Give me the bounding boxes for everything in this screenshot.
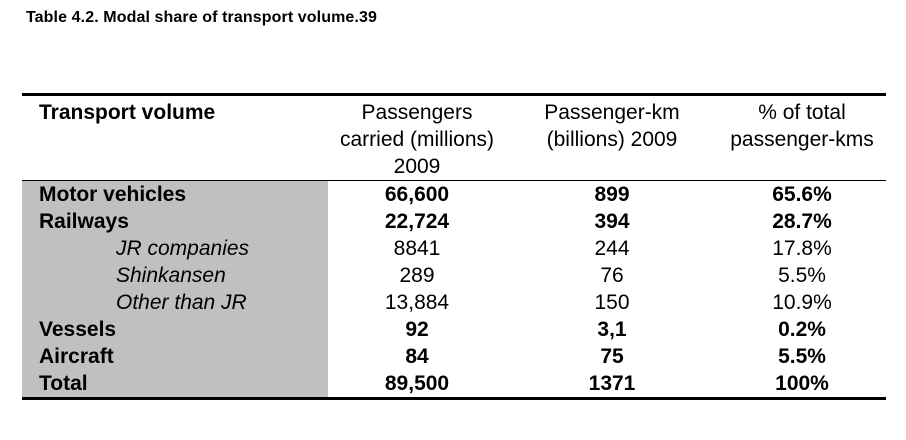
table-row-vessels: Vessels 92 3,1 0.2% [22,316,886,343]
header-row: Transport volume Passengers carried (mil… [22,94,886,181]
table-body: Motor vehicles 66,600 899 65.6% Railways… [22,180,886,399]
passengers-cell: 8841 [393,237,441,260]
row-label: Total [22,370,328,399]
table-row-total: Total 89,500 1371 100% [22,370,886,399]
modal-share-table: Transport volume Passengers carried (mil… [22,93,886,400]
header-passengers-carried: Passengers carried (millions) 2009 [339,101,495,178]
header-passenger-km: Passenger-km (billions) 2009 [544,101,680,151]
row-label: Railways [22,208,328,235]
row-label: Motor vehicles [22,180,328,208]
passenger-km-cell: 244 [594,237,630,260]
share-cell: 17.8% [772,237,832,260]
share-cell: 28.7% [772,210,832,233]
row-label: JR companies [22,235,328,262]
share-cell: 0.2% [778,318,826,341]
share-cell: 5.5% [778,264,826,287]
share-cell: 100% [775,372,829,395]
header-transport-volume: Transport volume [39,101,216,124]
passenger-km-cell: 3,1 [597,318,627,341]
table-row-motor-vehicles: Motor vehicles 66,600 899 65.6% [22,180,886,208]
table-header: Transport volume Passengers carried (mil… [22,94,886,181]
share-cell: 10.9% [772,291,832,314]
table-row-aircraft: Aircraft 84 75 5.5% [22,343,886,370]
passenger-km-cell: 75 [600,345,624,368]
row-label: Aircraft [22,343,328,370]
row-label: Other than JR [22,289,328,316]
passenger-km-cell: 76 [600,264,624,287]
table-row-railways: Railways 22,724 394 28.7% [22,208,886,235]
passengers-cell: 92 [405,318,429,341]
row-label: Shinkansen [22,262,328,289]
passenger-km-cell: 1371 [588,372,636,395]
passengers-cell: 22,724 [384,210,450,233]
passengers-cell: 89,500 [384,372,450,395]
table-row-shinkansen: Shinkansen 289 76 5.5% [22,262,886,289]
row-label: Vessels [22,316,328,343]
passengers-cell: 84 [405,345,429,368]
passenger-km-cell: 150 [594,291,630,314]
passengers-cell: 289 [399,264,435,287]
share-cell: 5.5% [778,345,826,368]
table-row-jr-companies: JR companies 8841 244 17.8% [22,235,886,262]
passenger-km-cell: 899 [594,183,630,206]
passengers-cell: 66,600 [384,183,450,206]
passengers-cell: 13,884 [384,291,450,314]
passenger-km-cell: 394 [594,210,630,233]
header-percent-total: % of total passenger-kms [730,101,874,151]
modal-share-table-container: Transport volume Passengers carried (mil… [22,93,886,400]
table-caption: Table 4.2. Modal share of transport volu… [26,9,377,26]
share-cell: 65.6% [772,183,832,206]
table-row-other-than-jr: Other than JR 13,884 150 10.9% [22,289,886,316]
